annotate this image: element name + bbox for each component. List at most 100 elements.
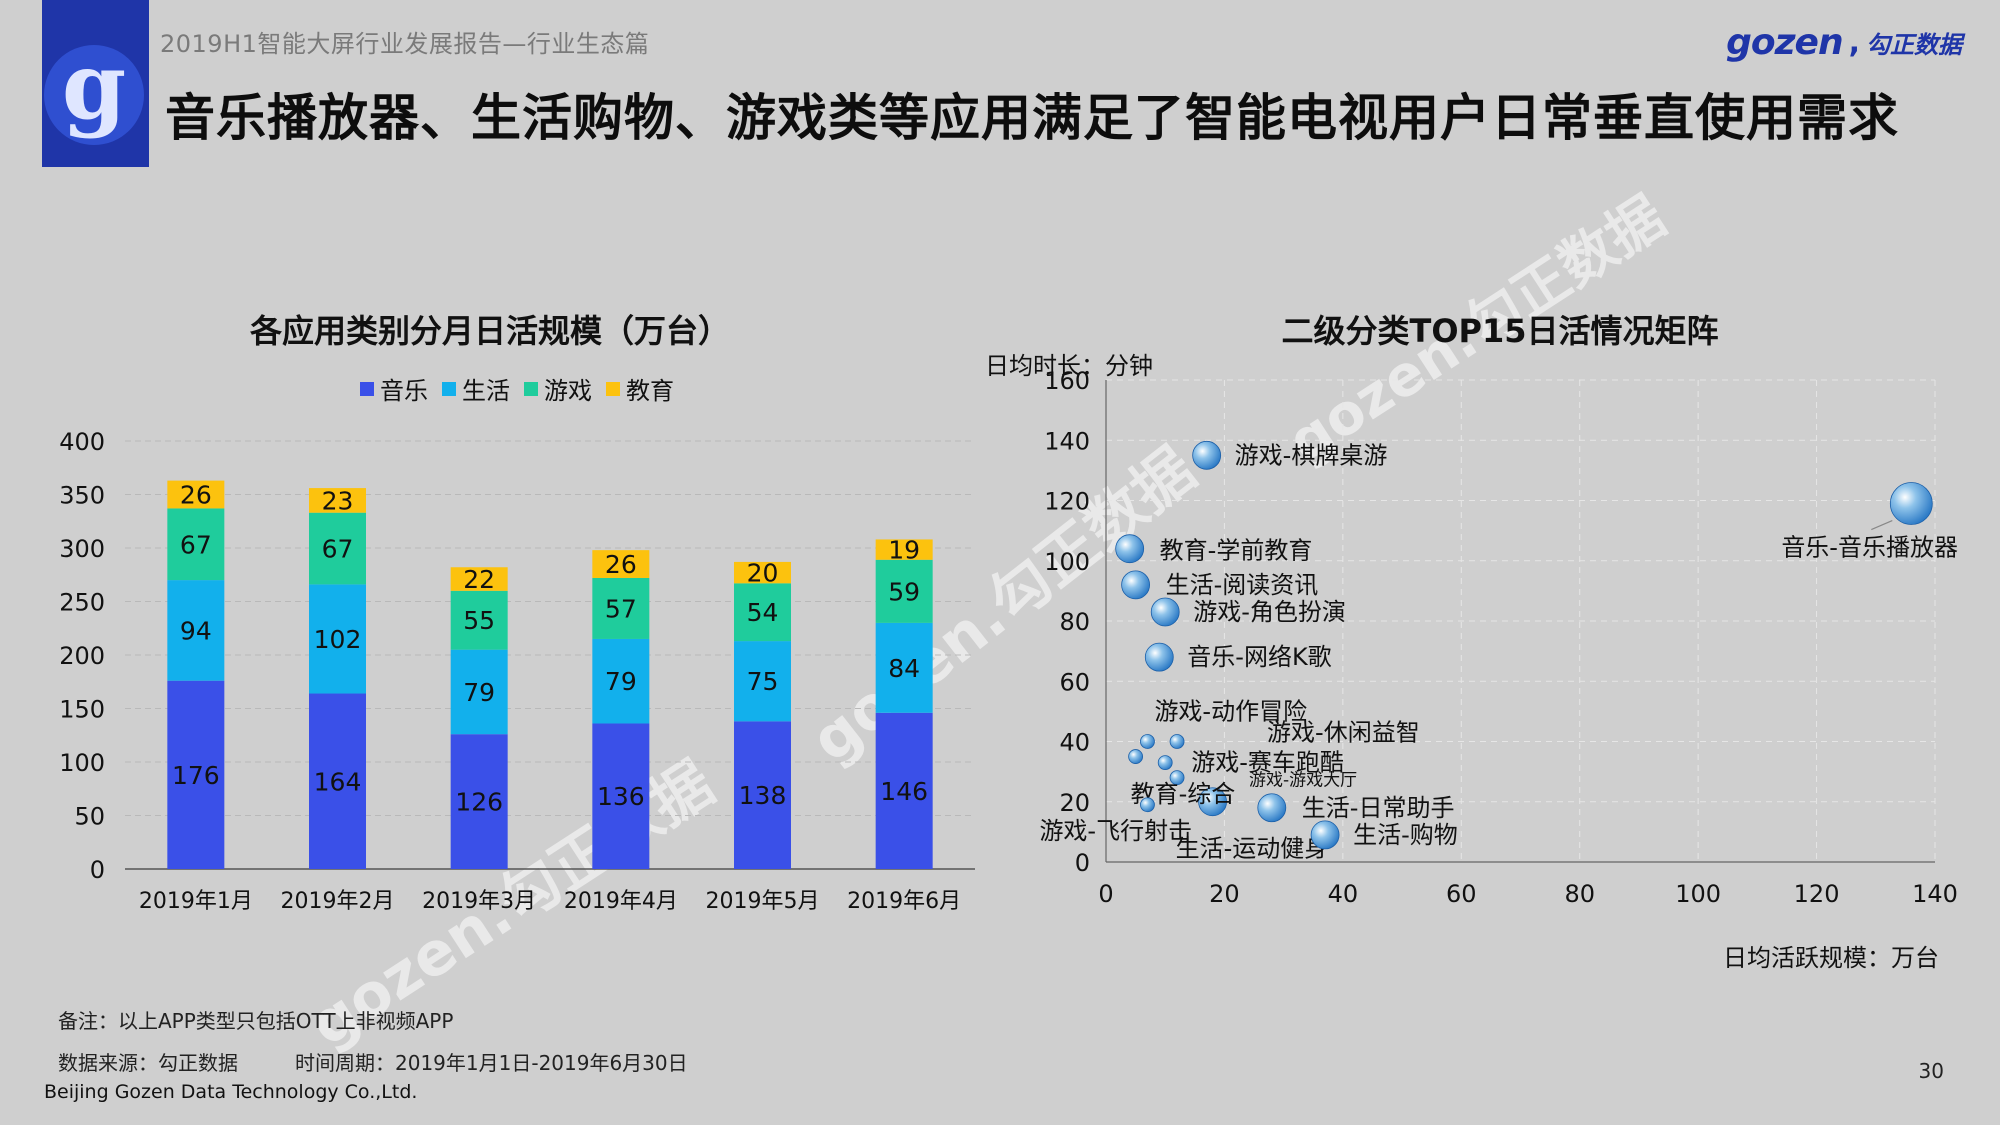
scatter-point-label: 音乐-音乐播放器 (1781, 534, 1958, 562)
report-subtitle: 2019H1智能大屏行业发展报告—行业生态篇 (160, 30, 650, 58)
bar-y-tick-label: 350 (59, 482, 105, 510)
scatter-y-tick-label: 60 (1059, 668, 1090, 696)
scatter-point (1889, 482, 1933, 525)
scatter-point (1169, 770, 1185, 786)
legend-label-game: 游戏 (544, 377, 592, 405)
scatter-point-label: 游戏-角色扮演 (1193, 598, 1346, 626)
footnote-period: 时间周期：2019年1月1日-2019年6月30日 (295, 1051, 688, 1075)
bar-data-label: 164 (314, 767, 362, 796)
bar-data-label: 126 (455, 788, 503, 817)
legend-item-music: 音乐 (360, 371, 428, 406)
bar-segment-music (167, 680, 225, 869)
scatter-point-label: 生活-日常助手 (1302, 794, 1455, 822)
scatter-point (1140, 797, 1155, 813)
legend-label-life: 生活 (462, 377, 510, 405)
scatter-point (1128, 749, 1144, 764)
bar-data-label: 67 (180, 530, 212, 559)
bar-data-label: 84 (888, 654, 920, 683)
bar-data-label: 79 (463, 678, 495, 707)
company-name: Beijing Gozen Data Technology Co.,Ltd. (44, 1081, 418, 1103)
scatter-point-label: 游戏-动作冒险 (1154, 698, 1307, 726)
bar-y-tick-label: 400 (59, 428, 105, 456)
scatter-y-tick-label: 100 (1044, 548, 1090, 576)
legend-label-music: 音乐 (380, 377, 428, 405)
bar-segment-life (309, 584, 366, 694)
brand-cn: 勾正数据 (1866, 30, 1962, 59)
bar-x-tick-label: 2019年1月 (139, 889, 253, 914)
scatter-x-tick-label: 60 (1446, 880, 1477, 908)
bar-data-label: 20 (747, 559, 779, 588)
bar-data-label: 26 (605, 550, 637, 579)
gozen-logo-icon: g (44, 32, 144, 145)
logo-block: g (42, 0, 149, 167)
scatter-x-tick-label: 40 (1328, 880, 1359, 908)
scatter-x-tick-label: 120 (1794, 880, 1840, 908)
scatter-point (1150, 597, 1180, 627)
scatter-y-tick-label: 40 (1059, 729, 1090, 757)
scatter-point-label: 游戏-赛车跑酷 (1191, 749, 1344, 777)
bar-data-label: 138 (739, 781, 787, 810)
bar-chart-legend: 音乐 生活 游戏 教育 (360, 371, 674, 406)
scatter-point-label: 生活-运动健身 (1176, 835, 1329, 863)
scatter-x-axis-title: 日均活跃规模：万台 (1723, 944, 1939, 972)
scatter-y-tick-label: 80 (1059, 608, 1090, 636)
bar-segment-music (309, 693, 366, 869)
legend-swatch-life (442, 381, 456, 396)
scatter-y-axis-title: 日均时长：分钟 (985, 352, 1153, 380)
scatter-point (1169, 734, 1185, 749)
bar-segment-edu (875, 539, 933, 560)
bar-y-tick-label: 300 (59, 535, 105, 563)
bar-x-tick-label: 2019年4月 (564, 889, 678, 914)
scatter-point (1192, 440, 1222, 470)
bar-segment-music (450, 734, 508, 869)
bar-data-label: 67 (322, 535, 354, 564)
legend-item-edu: 教育 (606, 371, 674, 406)
brand-logo: gozen, 勾正数据 (1726, 21, 1962, 63)
bar-x-tick-label: 2019年2月 (281, 889, 395, 914)
bar-segment-game (450, 590, 508, 650)
page-number: 30 (1918, 1059, 1944, 1083)
bar-y-tick-label: 50 (74, 803, 105, 831)
bar-segment-life (592, 638, 650, 724)
scatter-y-tick-label: 160 (1044, 367, 1090, 395)
bar-y-tick-label: 100 (59, 749, 105, 777)
bar-segment-edu (592, 550, 650, 578)
scatter-point-label: 音乐-网络K歌 (1187, 643, 1331, 671)
bar-y-tick-label: 200 (59, 642, 105, 670)
bar-segment-game (309, 512, 366, 585)
bar-y-tick-label: 0 (90, 856, 105, 884)
scatter-x-tick-label: 80 (1564, 880, 1595, 908)
bar-segment-life (734, 641, 791, 722)
scatter-point (1144, 642, 1174, 672)
bar-x-tick-label: 2019年6月 (847, 889, 961, 914)
bar-segment-edu (167, 480, 225, 509)
scatter-leader-line (1871, 519, 1893, 531)
bar-data-label: 146 (880, 777, 928, 806)
scatter-y-tick-label: 0 (1075, 849, 1090, 877)
bar-data-label: 26 (180, 481, 212, 510)
scatter-x-tick-label: 100 (1675, 880, 1721, 908)
scatter-point (1140, 734, 1155, 749)
bar-data-label: 23 (322, 486, 354, 515)
bar-y-tick-label: 250 (59, 589, 105, 617)
bar-segment-music (875, 712, 933, 869)
footnote-source: 数据来源：勾正数据 (58, 1051, 238, 1075)
bar-data-label: 59 (888, 577, 920, 606)
scatter-point-label: 游戏-棋牌桌游 (1235, 441, 1388, 469)
bar-x-tick-label: 2019年3月 (422, 889, 536, 914)
bar-data-label: 79 (605, 667, 637, 696)
bar-chart-title: 各应用类别分月日活规模（万台） (249, 312, 730, 350)
bar-segment-game (167, 508, 225, 581)
legend-swatch-edu (606, 381, 620, 396)
bar-segment-game (734, 583, 791, 642)
legend-swatch-game (524, 381, 538, 396)
bar-data-label: 57 (605, 594, 637, 623)
logo-letter: g (62, 32, 126, 140)
bar-data-label: 176 (172, 761, 220, 790)
scatter-x-tick-label: 20 (1209, 880, 1240, 908)
legend-label-edu: 教育 (626, 377, 674, 405)
bar-data-label: 136 (597, 782, 645, 811)
bar-data-label: 19 (888, 536, 920, 565)
bar-data-label: 55 (463, 606, 495, 635)
